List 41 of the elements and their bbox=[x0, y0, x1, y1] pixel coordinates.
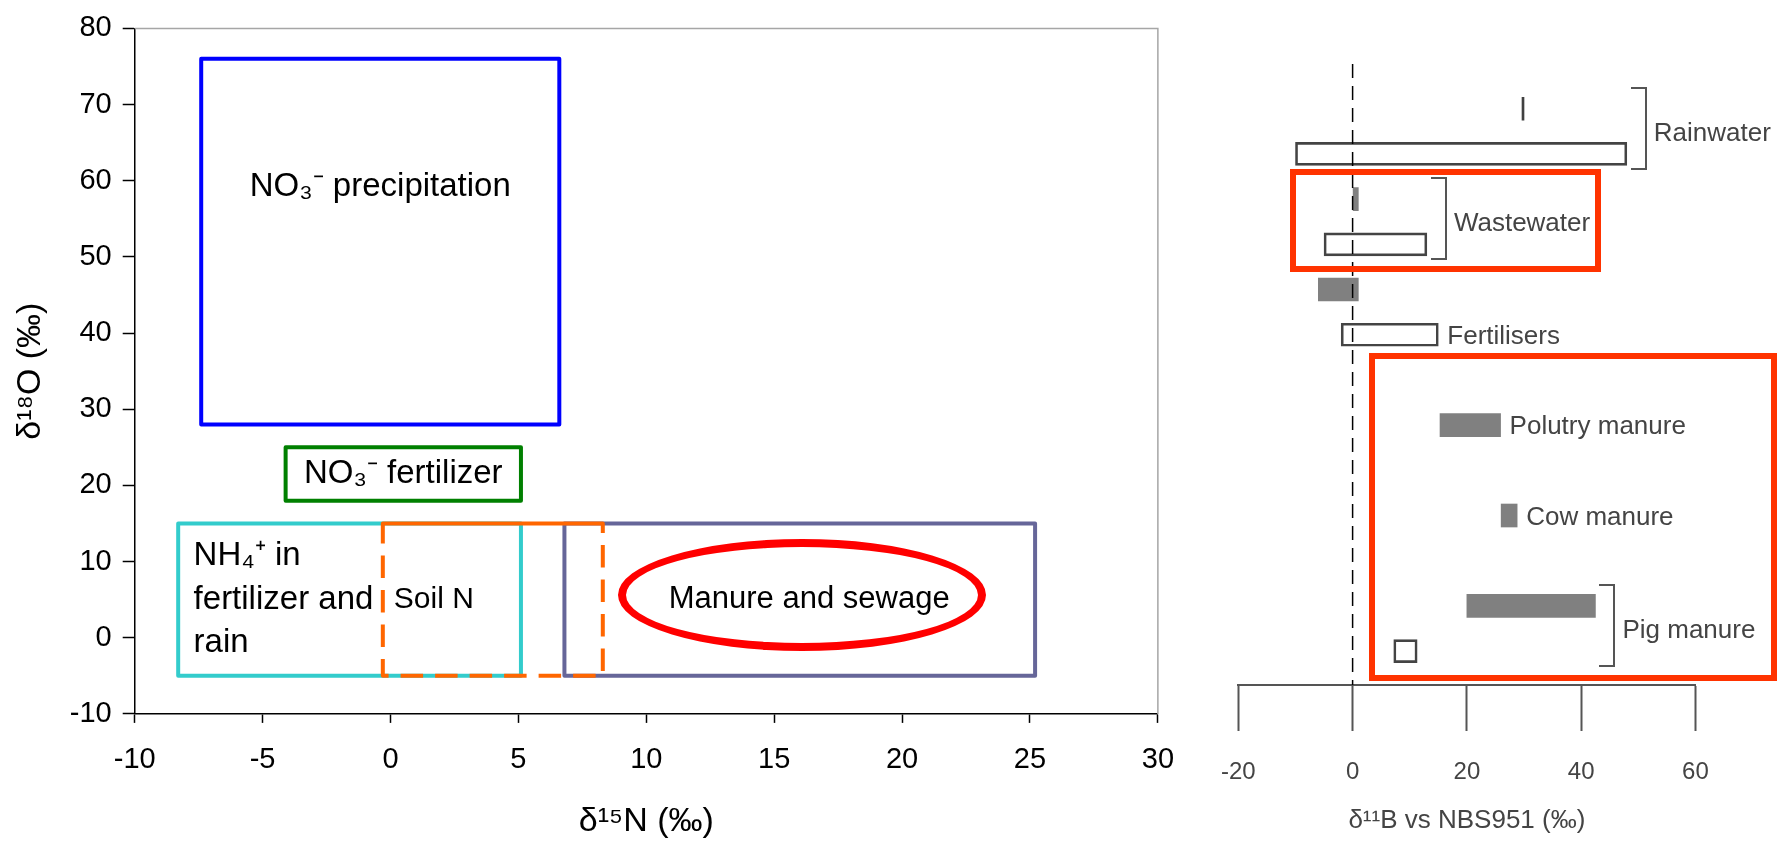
bar bbox=[1500, 503, 1518, 528]
x-tick-label: 60 bbox=[1682, 757, 1709, 785]
y-tick-label: Rainwater bbox=[1653, 116, 1772, 147]
bar bbox=[1439, 413, 1501, 437]
y-axis-title: δ¹⁸O (‰) bbox=[8, 302, 47, 440]
y-tick-label: 20 bbox=[79, 467, 112, 500]
series-label: NO₃⁻ precipitation bbox=[249, 165, 511, 203]
x-tick-label: 0 bbox=[1345, 757, 1360, 785]
x-axis-title: δ¹¹B vs NBS951 (‰) bbox=[1348, 803, 1586, 834]
y-tick-label: Fertilisers bbox=[1447, 319, 1560, 350]
x-tick-label: 0 bbox=[382, 742, 399, 775]
y-tick-label: 80 bbox=[79, 10, 112, 43]
y-tick-label: 60 bbox=[79, 162, 112, 195]
x-tick-label: -20 bbox=[1221, 757, 1256, 785]
y-tick-label: 10 bbox=[79, 543, 112, 576]
y-tick-label: 40 bbox=[79, 315, 112, 348]
x-tick-label: 30 bbox=[1141, 742, 1174, 775]
series-label: Soil N bbox=[393, 580, 474, 614]
y-tick-label: 0 bbox=[95, 619, 112, 652]
bar bbox=[1466, 594, 1596, 618]
x-tick-label: 20 bbox=[885, 742, 919, 775]
x-tick-label: 25 bbox=[1013, 742, 1047, 775]
y-tick-label: -10 bbox=[69, 695, 112, 728]
y-tick-label: 50 bbox=[79, 238, 112, 271]
bar bbox=[1318, 277, 1359, 302]
y-tick-label: Pig manure bbox=[1622, 613, 1756, 644]
x-tick-label: -10 bbox=[113, 742, 156, 775]
x-axis-title: δ¹⁵N (‰) bbox=[578, 799, 714, 838]
x-tick-label: 5 bbox=[510, 742, 527, 775]
bar bbox=[1352, 187, 1359, 211]
y-tick-label: 70 bbox=[79, 86, 112, 119]
series-label: NH₄⁺ in fertilizer and rain bbox=[193, 535, 374, 660]
x-tick-label: 10 bbox=[630, 742, 663, 775]
y-tick-label: Polutry manure bbox=[1509, 410, 1686, 441]
y-tick-label: Wastewater bbox=[1453, 206, 1591, 237]
y-tick-label: Cow manure bbox=[1526, 500, 1674, 531]
y-tick-label: 30 bbox=[79, 391, 112, 424]
series-label: NO₃⁻ fertilizer bbox=[303, 453, 503, 491]
series-label: Manure and sewage bbox=[668, 580, 950, 616]
x-tick-label: 15 bbox=[758, 742, 791, 775]
x-tick-label: -5 bbox=[249, 742, 276, 775]
